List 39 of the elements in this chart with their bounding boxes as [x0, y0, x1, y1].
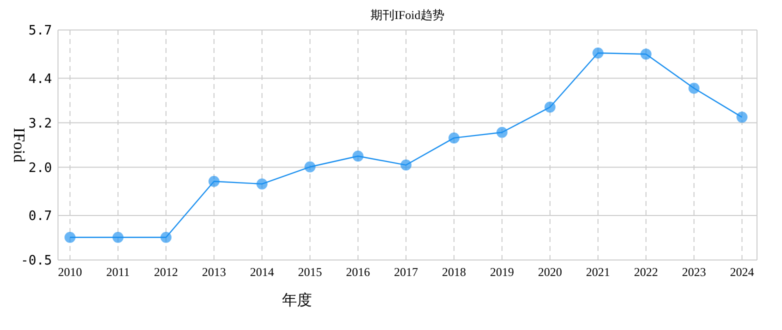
- y-tick-label: 4.4: [28, 72, 52, 87]
- point: [352, 150, 364, 162]
- point: [304, 161, 316, 172]
- y-tick-label: 3.2: [28, 116, 52, 132]
- x-tick-label: 2019: [490, 265, 514, 279]
- point: [64, 232, 76, 243]
- x-tick-label: 2013: [202, 265, 226, 279]
- point: [544, 102, 556, 113]
- y-tick-label: -0.5: [20, 254, 52, 269]
- point: [688, 82, 700, 94]
- x-tick-label: 2015: [298, 265, 322, 279]
- x-tick-label: 2010: [58, 265, 82, 279]
- point: [160, 232, 172, 243]
- x-tick-label: 2024: [730, 265, 754, 279]
- x-tick-label: 2021: [586, 265, 610, 279]
- point: [208, 176, 220, 187]
- point: [112, 232, 124, 243]
- point: [592, 48, 604, 58]
- point: [400, 160, 412, 171]
- point: [448, 132, 460, 144]
- x-tick-label: 2014: [250, 265, 274, 279]
- x-tick-label: 2018: [442, 265, 466, 279]
- x-tick-label: 2016: [346, 265, 370, 279]
- point: [640, 48, 652, 60]
- x-tick-label: 2020: [538, 265, 562, 279]
- x-axis-title: 年度: [282, 292, 312, 309]
- y-tick-label: 0.7: [28, 209, 52, 224]
- x-tick-label: 2022: [634, 265, 658, 279]
- point: [256, 178, 268, 190]
- x-tick-label: 2023: [682, 265, 706, 279]
- point: [736, 112, 748, 123]
- chart-title: 期刊IFoid趋势: [370, 8, 445, 22]
- x-tick-label: 2011: [106, 265, 130, 279]
- y-tick-label: 5.7: [28, 24, 52, 39]
- y-tick-label: 2.0: [28, 160, 52, 176]
- point: [496, 126, 508, 138]
- y-axis-title: IFoid: [10, 128, 27, 162]
- x-tick-label: 2017: [394, 265, 418, 279]
- x-tick-label: 2012: [154, 265, 178, 279]
